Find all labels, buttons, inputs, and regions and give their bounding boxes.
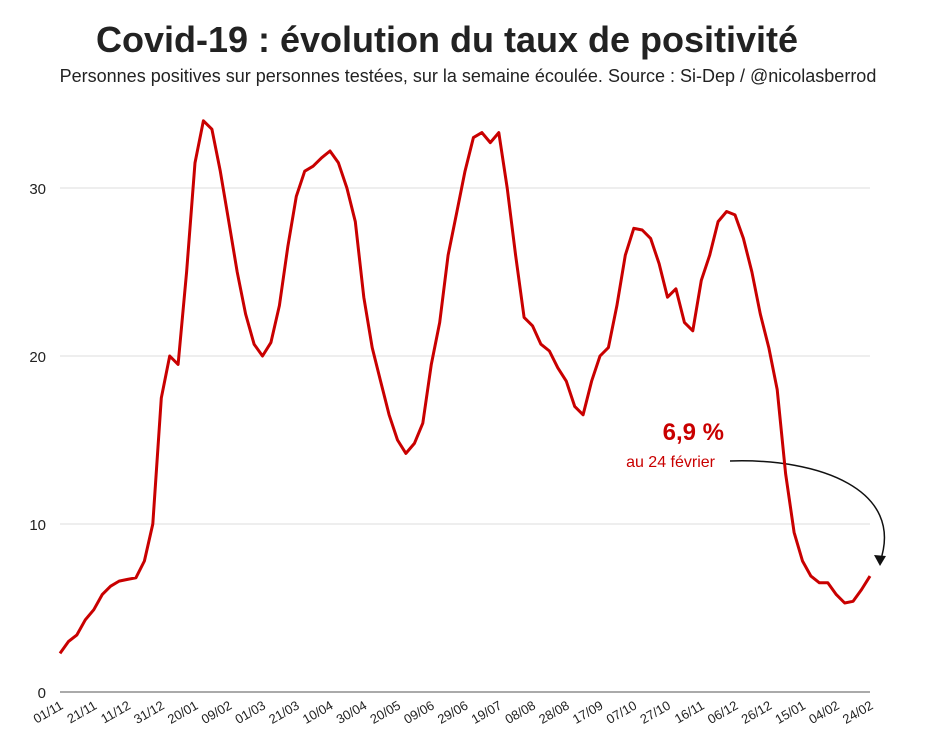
x-tick-label: 31/12 [131,698,167,727]
x-tick-label: 29/06 [435,698,471,727]
x-tick-label: 24/02 [840,698,876,727]
x-tick-label: 15/01 [772,698,808,727]
x-tick-label: 27/10 [637,698,673,727]
arrow-head [874,555,886,566]
x-tick-label: 21/11 [64,698,99,727]
chart-subtitle: Personnes positives sur personnes testée… [60,66,877,86]
x-tick-label: 26/12 [739,698,775,727]
x-tick-label: 19/07 [469,698,505,727]
x-tick-label: 28/08 [536,698,572,727]
x-tick-label: 06/12 [705,698,741,727]
x-tick-label: 07/10 [604,698,640,727]
annotation-text: au 24 février [626,454,716,471]
x-tick-label: 30/04 [334,698,370,727]
x-tick-label: 09/06 [401,698,437,727]
x-tick-label: 08/08 [502,698,538,727]
x-tick-label: 20/05 [367,698,403,727]
x-tick-label: 17/09 [570,698,606,727]
y-tick-label: 20 [29,349,46,366]
x-tick-label: 09/02 [199,698,235,727]
x-tick-label: 10/04 [300,698,336,727]
x-tick-label: 01/11 [31,698,66,727]
y-tick-label: 0 [38,685,46,702]
y-tick-label: 30 [29,181,46,198]
x-tick-label: 04/02 [806,698,842,727]
data-line [58,119,872,655]
x-tick-label: 16/11 [672,698,707,727]
chart-title: Covid-19 : évolution du taux de positivi… [96,19,798,60]
x-tick-label: 20/01 [165,698,201,727]
annotation-arrow [729,460,886,563]
y-tick-label: 10 [29,517,46,534]
x-tick-label: 01/03 [232,698,268,727]
x-tick-label: 11/12 [98,698,133,727]
annotation-value: 6,9 % [663,419,724,446]
x-tick-label: 21/03 [266,698,302,727]
